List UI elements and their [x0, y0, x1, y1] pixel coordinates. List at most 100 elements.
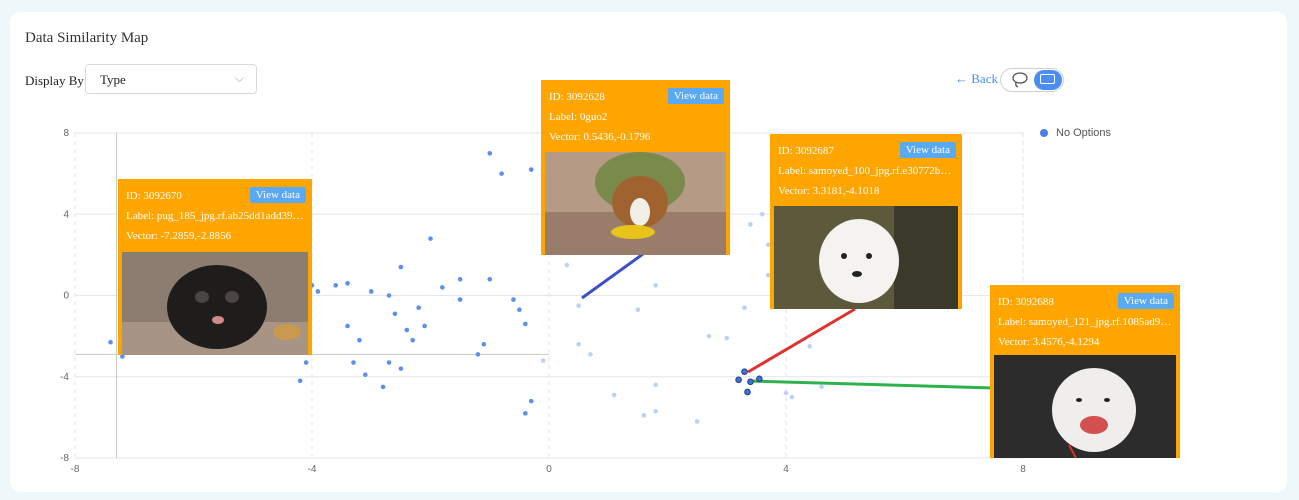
rectangle-select-icon[interactable]: [1034, 70, 1062, 90]
scatter-point: [410, 337, 416, 343]
scatter-point: [392, 311, 398, 317]
scatter-point: [428, 236, 433, 241]
scatter-point: [481, 341, 487, 347]
legend-dot: [1040, 129, 1048, 138]
tooltip-vector: Vector: 0.5436,-0.1796: [549, 131, 651, 143]
connector-line: [581, 252, 644, 300]
x-tick-label: -8: [71, 464, 80, 475]
scatter-point: [588, 352, 593, 357]
scatter-point: [742, 305, 747, 310]
tooltip-vector: Vector: -7.2859,-2.8856: [126, 230, 232, 242]
scatter-point: [653, 408, 658, 414]
view-data-button[interactable]: View data: [249, 187, 306, 203]
scatter-point: [765, 272, 771, 278]
scatter-point: [398, 264, 404, 270]
scatter-point: [576, 303, 581, 308]
scatter-point: [641, 413, 647, 418]
selected-point: [741, 368, 748, 375]
scatter-point: [528, 398, 534, 404]
scatter-point: [635, 307, 641, 313]
tooltip-card: ID: 3092687 Label: samoyed_100_jpg.rf.e3…: [770, 134, 962, 309]
scatter-point: [517, 307, 522, 313]
x-tick-label: 4: [783, 464, 789, 475]
view-data-button[interactable]: View data: [1117, 293, 1174, 309]
scatter-point: [748, 222, 753, 227]
scatter-point: [487, 151, 493, 156]
scatter-point: [357, 337, 362, 343]
chevron-down-icon: ⌵: [234, 71, 244, 85]
connector-line: [747, 307, 856, 374]
dog-image: [545, 152, 726, 255]
scatter-point: [333, 283, 339, 288]
scatter-point: [363, 372, 368, 378]
scatter-point: [789, 394, 795, 400]
x-tick-label: 8: [1020, 464, 1026, 475]
scatter-point: [416, 305, 421, 310]
tooltip-label: Label: 0guo2: [549, 111, 608, 123]
scatter-point: [108, 339, 113, 345]
scatter-point: [345, 281, 350, 286]
scatter-point: [404, 327, 410, 333]
scatter-point: [653, 283, 658, 288]
back-button[interactable]: ← Back: [955, 71, 998, 86]
selected-point: [735, 376, 742, 384]
scatter-point: [386, 293, 392, 298]
scatter-point: [120, 354, 125, 359]
tooltip-card: ID: 3092670 Label: pug_185_jpg.rf.ab25dd…: [118, 179, 312, 355]
scatter-point: [457, 276, 463, 282]
y-tick-label: -8: [60, 453, 69, 464]
scatter-point: [783, 390, 789, 396]
lasso-icon[interactable]: [1007, 71, 1031, 89]
scatter-point: [760, 211, 765, 217]
tooltip-vector: Vector: 3.4576,-4.1294: [998, 336, 1100, 348]
scatter-point: [523, 411, 528, 416]
legend-label: No Options: [1056, 127, 1112, 140]
scatter-point: [499, 171, 504, 176]
scatter-point: [457, 297, 463, 302]
x-tick-label: -4: [308, 464, 317, 475]
tooltip-label: Label: pug_185_jpg.rf.ab25dd1add392...: [126, 210, 304, 222]
display-by-value: Type: [100, 72, 126, 87]
dog-image: [122, 252, 308, 355]
scatter-point: [345, 323, 350, 329]
scatter-point: [398, 366, 404, 371]
legend-item[interactable]: No Options: [1040, 127, 1111, 139]
view-data-button[interactable]: View data: [667, 88, 724, 104]
scatter-point: [440, 285, 445, 290]
selected-point: [747, 378, 754, 386]
scatter-point: [523, 321, 528, 327]
selection-mode-toggle: [1000, 68, 1064, 92]
display-by-label: Display By: [25, 73, 84, 88]
tooltip-label: Label: samoyed_100_jpg.rf.e30772b0b...: [778, 165, 954, 177]
scatter-point: [576, 341, 581, 347]
connector-line: [747, 379, 995, 390]
selected-point: [744, 388, 751, 396]
scatter-point: [368, 289, 374, 294]
view-data-button[interactable]: View data: [899, 142, 956, 158]
tooltip-vector: Vector: 3.3181,-4.1018: [778, 185, 880, 197]
scatter-point: [297, 378, 303, 384]
scatter-point: [386, 360, 392, 365]
scatter-point: [765, 242, 771, 248]
x-tick-label: 0: [546, 464, 552, 475]
tooltip-card: ID: 3092628 Label: 0guo2 Vector: 0.5436,…: [541, 80, 730, 255]
y-tick-label: -4: [60, 372, 69, 383]
tooltip-card: ID: 3092688 Label: samoyed_121_jpg.rf.10…: [990, 285, 1180, 458]
y-tick-label: 0: [63, 291, 69, 302]
y-tick-label: 8: [63, 128, 69, 139]
scatter-point: [487, 276, 493, 282]
dog-image: [774, 206, 958, 309]
scatter-point: [380, 384, 386, 390]
display-by-select[interactable]: Type ⌵: [85, 64, 257, 94]
y-tick-label: 4: [63, 209, 69, 220]
page-title: Data Similarity Map: [25, 30, 149, 46]
scatter-point: [315, 289, 321, 294]
scatter-point: [422, 323, 427, 329]
scatter-point: [706, 333, 712, 339]
scatter-point: [511, 297, 516, 302]
scatter-point: [694, 419, 700, 424]
scatter-point: [564, 262, 570, 268]
scatter-point: [303, 360, 309, 365]
scatter-point: [807, 343, 812, 349]
scatter-point: [724, 335, 730, 341]
